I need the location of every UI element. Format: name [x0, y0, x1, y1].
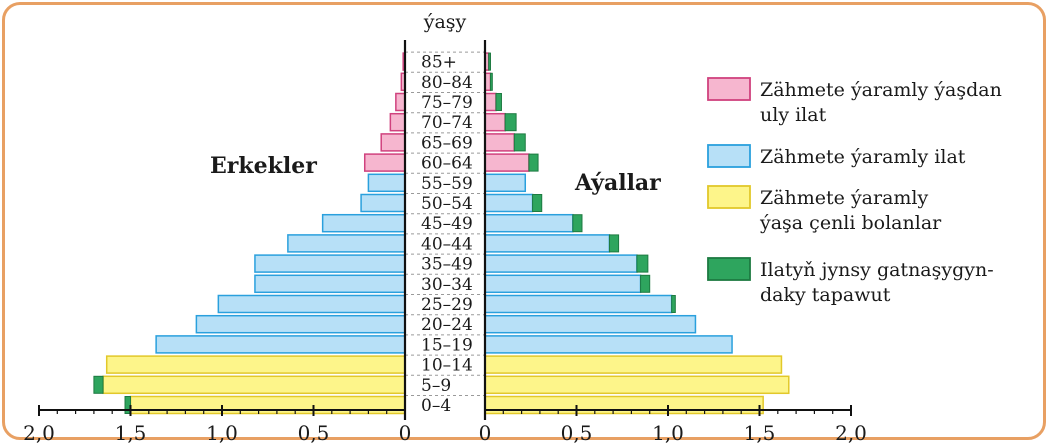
female-bar-35–49 [484, 254, 638, 273]
female-bar-70–74 [484, 112, 506, 132]
female-diff-bar-70–74 [504, 113, 517, 132]
male-bar-25–29 [217, 294, 406, 314]
legend-swatch-young [707, 185, 751, 209]
female-diff-bar-80–84 [489, 72, 493, 91]
age-label-50–54: 50–54 [421, 194, 473, 214]
legend-label-working: Zähmete ýaramly ilat [760, 146, 966, 168]
age-label-45–49: 45–49 [421, 214, 473, 234]
right-x-tick-label: 1,5 [744, 421, 776, 445]
female-bar-30–34 [484, 274, 642, 294]
age-label-70–74: 70–74 [421, 113, 473, 133]
right-x-tick-label: 0,5 [561, 421, 593, 445]
male-bar-70–74 [389, 112, 406, 132]
axes-layer: 2,0 1,5 1,0 0,5 0 0 0,5 1,0 1,5 2,0 [23, 40, 867, 445]
age-label-30–34: 30–34 [421, 275, 473, 295]
male-bar-60–64 [363, 153, 406, 172]
legend-label-old: Zähmete ýaramly ýaşdan [760, 79, 1002, 101]
age-label-75–79: 75–79 [421, 93, 473, 113]
female-diff-bar-30–34 [640, 274, 651, 293]
age-labels-layer: 0–45–910–1415–1920–2425–2930–3435–4940–4… [421, 53, 473, 416]
male-bar-10–14 [105, 355, 406, 374]
female-diff-bar-60–64 [528, 153, 539, 172]
age-label-35–49: 35–49 [421, 255, 473, 275]
right-x-tick-label: 1,0 [652, 421, 684, 445]
male-bar-5–9 [102, 375, 406, 395]
male-bar-55–59 [367, 173, 406, 193]
left-x-tick-label: 1,0 [206, 421, 238, 445]
legend-swatch-working [707, 144, 751, 168]
female-bar-15–19 [484, 335, 733, 354]
female-bar-45–49 [484, 213, 574, 233]
female-diff-bar-35–49 [636, 254, 649, 273]
legend-label-young: Zähmete ýaramly [760, 187, 929, 209]
male-bar-15–19 [155, 335, 406, 354]
female-bar-25–29 [484, 294, 673, 314]
male-bar-30–34 [254, 274, 406, 294]
age-label-10–14: 10–14 [421, 356, 473, 376]
age-label-20–24: 20–24 [421, 315, 473, 335]
left-x-tick-label: 0,5 [298, 421, 330, 445]
male-bar-20–24 [195, 314, 406, 334]
legend-label-diff: Ilatyň jynsy gatnaşygyn- [760, 259, 994, 281]
female-diff-bar-25–29 [671, 295, 676, 313]
female-diff-bar-50–54 [532, 194, 543, 212]
legend-label-young: ýaşa çenli bolanlar [759, 212, 942, 234]
female-diff-bar-40–44 [608, 234, 620, 253]
left-x-tick-label: 0 [399, 421, 412, 445]
left-x-tick-label: 2,0 [23, 421, 55, 445]
female-diff-bar-65–69 [513, 133, 526, 152]
legend: Zähmete ýaramly ýaşdan uly ilat Zähmete ýa… [707, 77, 1002, 306]
female-bar-5–9 [484, 375, 790, 395]
female-bar-10–14 [484, 355, 783, 374]
female-bar-20–24 [484, 314, 697, 334]
age-label-5–9: 5–9 [421, 376, 451, 396]
female-diff-bar-85+ [488, 52, 491, 71]
age-label-0–4: 0–4 [421, 396, 451, 416]
male-bar-40–44 [287, 234, 406, 253]
male-bar-65–69 [380, 133, 406, 152]
right-x-tick-label: 0 [479, 421, 492, 445]
legend-label-old: uly ilat [760, 104, 827, 126]
legend-label-diff: daky tapawut [760, 284, 891, 306]
female-bar-65–69 [484, 133, 516, 152]
age-label-85+: 85+ [421, 53, 457, 73]
male-bar-75–79 [395, 92, 406, 112]
left-x-tick-label: 1,5 [115, 421, 147, 445]
age-label-25–29: 25–29 [421, 295, 473, 315]
female-bar-50–54 [484, 193, 534, 213]
age-label-40–44: 40–44 [421, 234, 473, 254]
female-bar-55–59 [484, 173, 527, 193]
male-bar-45–49 [321, 213, 406, 233]
age-label-55–59: 55–59 [421, 174, 473, 194]
legend-swatch-diff [707, 257, 751, 281]
male-bar-35–49 [254, 254, 406, 273]
legend-swatch-old [707, 77, 751, 101]
right-group-label: Aýallar [574, 170, 661, 196]
male-bar-50–54 [360, 193, 406, 213]
bars-layer [93, 52, 790, 415]
female-bar-75–79 [484, 92, 497, 112]
female-bar-60–64 [484, 153, 530, 172]
female-diff-bar-75–79 [495, 93, 502, 111]
female-bar-40–44 [484, 234, 611, 253]
female-diff-bar-45–49 [572, 214, 583, 233]
right-x-tick-label: 2,0 [835, 421, 867, 445]
age-label-80–84: 80–84 [421, 73, 473, 93]
left-group-label: Erkekler [210, 153, 317, 179]
age-label-15–19: 15–19 [421, 335, 473, 355]
age-label-60–64: 60–64 [421, 154, 473, 174]
age-label-65–69: 65–69 [421, 133, 473, 153]
male-diff-bar-5–9 [93, 375, 104, 394]
y-axis-label: ýaşy [423, 11, 467, 33]
